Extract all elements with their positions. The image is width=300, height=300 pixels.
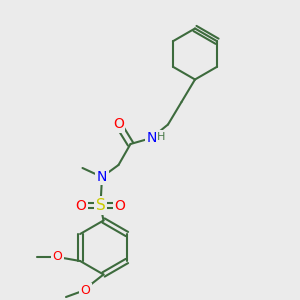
Text: O: O xyxy=(76,199,86,212)
Text: O: O xyxy=(115,199,125,212)
Text: S: S xyxy=(96,198,105,213)
Text: N: N xyxy=(97,170,107,184)
Text: O: O xyxy=(113,118,124,131)
Text: H: H xyxy=(157,131,166,142)
Text: O: O xyxy=(81,284,90,298)
Text: N: N xyxy=(146,131,157,145)
Text: O: O xyxy=(53,250,63,263)
